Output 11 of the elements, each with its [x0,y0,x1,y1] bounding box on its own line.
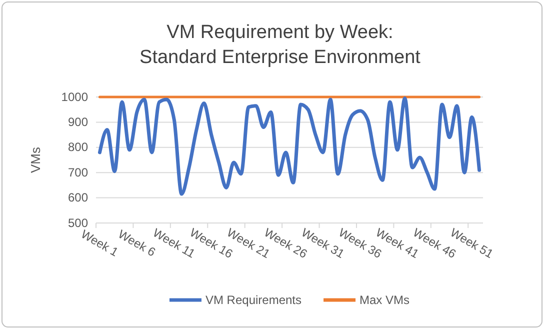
y-tick-label: 500 [68,216,88,230]
legend-label: Max VMs [360,293,410,308]
line-series [98,96,482,196]
y-tick-label: 600 [68,190,88,205]
y-tick-label: 800 [68,140,88,154]
legend-label: VM Requirements [205,293,302,308]
y-tick-label: 1000 [61,90,88,104]
y-tick-label: 900 [68,115,88,130]
chart-title: VM Requirement by Week: Standard Enterprise Environment [140,22,422,68]
y-axis-title: VMs [28,146,43,173]
y-tick-label: 700 [68,165,88,180]
